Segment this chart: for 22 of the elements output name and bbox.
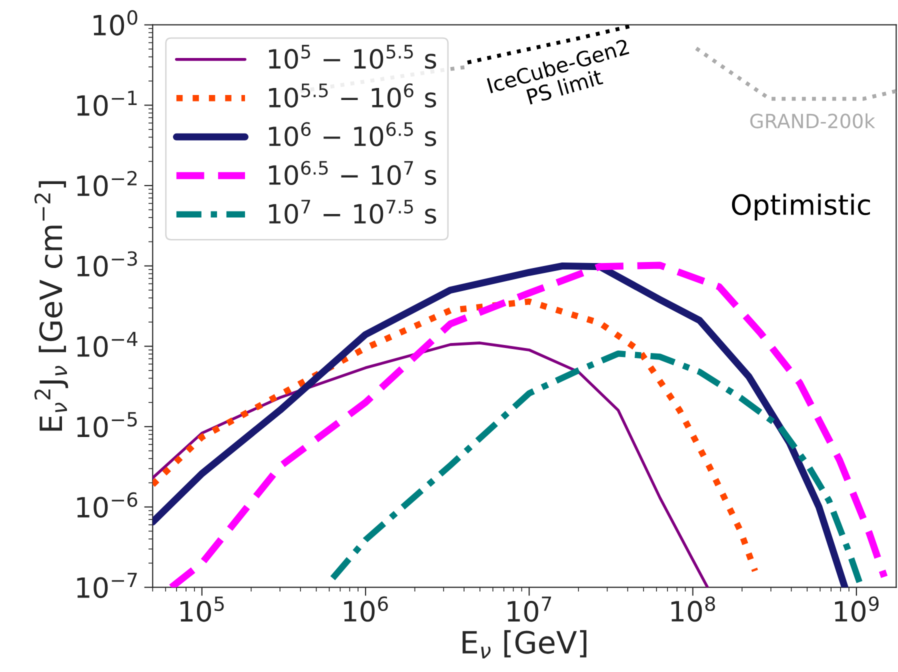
x-tick-label: 10$^{7}$ xyxy=(508,596,552,622)
y-axis-title: E$_{ν}$$^{2}$J$_{ν}$ [GeV cm$^{−2}$] xyxy=(34,181,68,431)
x-tick-label: 10$^{8}$ xyxy=(671,596,716,622)
y-tick-label: 10$^{−1}$ xyxy=(77,90,137,116)
y-tick-label: 10$^{−6}$ xyxy=(77,492,138,518)
y-tick-label: 10$^{−7}$ xyxy=(77,572,137,598)
legend-label: 10$^{6.5}$ − 10$^{7}$ s xyxy=(269,160,436,186)
x-tick-label: 10$^{5}$ xyxy=(180,596,224,622)
legend-label: 10$^{5}$ − 10$^{5.5}$ s xyxy=(269,44,436,69)
y-tick-label: 10$^{−5}$ xyxy=(77,412,137,438)
y-tick-label: 10$^{0}$ xyxy=(94,10,138,36)
annotation: Optimistic xyxy=(732,194,870,221)
x-axis-title: E$_{ν}$ [GeV] xyxy=(462,630,586,658)
y-tick-label: 10$^{−3}$ xyxy=(77,251,137,277)
x-tick-label: 10$^{6}$ xyxy=(344,596,388,622)
y-tick-label: 10$^{−4}$ xyxy=(77,332,138,358)
legend-label: 10$^{7}$ − 10$^{7.5}$ s xyxy=(269,200,436,224)
annotation: GRAND-200k xyxy=(750,113,876,128)
legend-label: 10$^{6}$ − 10$^{6.5}$ s xyxy=(269,122,436,146)
y-tick-label: 10$^{−2}$ xyxy=(77,170,137,196)
x-tick-label: 10$^{9}$ xyxy=(835,596,879,622)
legend-label: 10$^{5.5}$ − 10$^{6}$ s xyxy=(269,83,436,108)
